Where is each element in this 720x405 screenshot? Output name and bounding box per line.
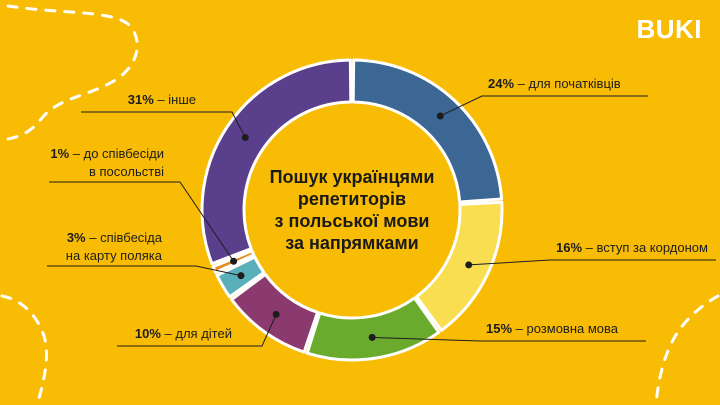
leader-line	[372, 336, 646, 342]
slice-name: – співбесіда	[86, 230, 163, 245]
leader-dot	[436, 112, 444, 120]
title-line: за напрямками	[285, 233, 418, 253]
leader-dot	[368, 333, 376, 341]
donut-slices	[200, 58, 504, 362]
slice-label: 16% – вступ за кордоном	[556, 240, 708, 255]
title-line: Пошук українцями	[270, 167, 435, 187]
donut-slice	[414, 200, 504, 332]
slice-value: 31%	[128, 92, 154, 107]
slice-value: 3%	[67, 230, 86, 245]
leader-dot	[230, 257, 238, 265]
slice-label: 15% – розмовна мова	[486, 321, 619, 336]
leader-dot	[241, 133, 249, 141]
leader-line	[440, 95, 648, 117]
slice-labels: 24% – для початківців 16% – вступ за корд…	[50, 76, 708, 341]
leader-line	[117, 314, 277, 347]
slice-name: – розмовна мова	[512, 321, 619, 336]
title-line: репетиторів	[298, 189, 406, 209]
slice-label: 1% – до співбесіди в посольстві	[50, 146, 164, 179]
slice-value: 15%	[486, 321, 512, 336]
leader-dot	[272, 310, 280, 318]
dashed-curve-top-left	[0, 4, 139, 142]
slice-name: – до співбесіди	[69, 146, 164, 161]
slice-value: 16%	[556, 240, 582, 255]
slice-name: – для дітей	[161, 326, 232, 341]
slice-label: 24% – для початківців	[488, 76, 621, 91]
slice-label: 31% – інше	[128, 92, 196, 107]
slice-name: – вступ за кордоном	[582, 240, 708, 255]
donut-slice	[305, 296, 441, 362]
dashed-curve-bottom-left	[0, 294, 48, 404]
leader-line	[468, 259, 716, 266]
slice-name-line: в посольстві	[89, 164, 164, 179]
leader-line	[49, 181, 235, 262]
leader-dot	[465, 261, 473, 269]
slice-name: – інше	[154, 92, 196, 107]
slice-name: – для початківців	[514, 76, 621, 91]
leader-line	[81, 111, 246, 138]
donut-slice	[200, 58, 353, 266]
dashed-curve-bottom-right	[654, 294, 720, 405]
slice-label: 3% – співбесіда на карту поляка	[66, 230, 163, 263]
slice-value: 1%	[50, 146, 69, 161]
title-line: з польської мови	[275, 211, 430, 231]
leader-lines	[47, 95, 716, 347]
buki-logo: BUKI	[636, 14, 702, 44]
decorative-dashed-curves	[0, 4, 720, 405]
slice-label: 10% – для дітей	[135, 326, 232, 341]
slice-name-line: на карту поляка	[66, 248, 163, 263]
slice-value: 24%	[488, 76, 514, 91]
leader-line	[47, 265, 242, 277]
donut-slice	[351, 58, 504, 204]
slice-value: 10%	[135, 326, 161, 341]
leader-dot	[237, 272, 245, 280]
